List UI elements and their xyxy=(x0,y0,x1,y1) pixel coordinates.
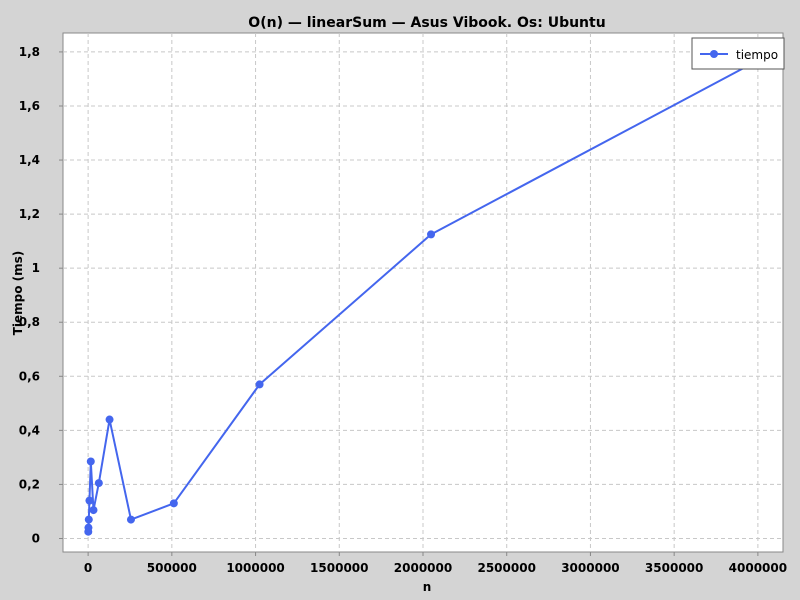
y-tick-label: 0,6 xyxy=(19,369,40,383)
chart-title: O(n) — linearSum — Asus Vibook. Os: Ubun… xyxy=(248,15,605,31)
y-tick-label: 1 xyxy=(32,261,40,275)
data-point xyxy=(85,496,94,505)
data-point xyxy=(94,479,103,488)
y-tick-label: 1,2 xyxy=(19,207,40,221)
x-tick-label: 3500000 xyxy=(645,561,703,575)
x-axis-label: n xyxy=(423,580,432,594)
y-tick-label: 1,4 xyxy=(19,153,40,167)
data-point xyxy=(84,515,93,524)
y-tick-label: 1,8 xyxy=(19,45,40,59)
data-point xyxy=(169,499,178,508)
x-tick-label: 1500000 xyxy=(310,561,368,575)
data-point xyxy=(89,506,98,515)
y-tick-label: 1,6 xyxy=(19,99,40,113)
x-tick-label: 0 xyxy=(84,561,92,575)
x-tick-label: 2000000 xyxy=(394,561,452,575)
x-tick-label: 1000000 xyxy=(226,561,284,575)
x-tick-label: 3000000 xyxy=(561,561,619,575)
x-tick-label: 4000000 xyxy=(729,561,787,575)
data-point xyxy=(427,230,436,239)
data-point xyxy=(105,415,114,424)
data-point xyxy=(84,523,93,532)
y-tick-label: 0 xyxy=(32,531,40,545)
legend-marker xyxy=(710,50,718,58)
data-point xyxy=(86,457,95,466)
y-axis-label: Tiempo (ms) xyxy=(11,251,25,336)
grid xyxy=(63,33,783,552)
legend-label-tiempo: tiempo xyxy=(736,48,778,62)
x-tick-label: 500000 xyxy=(147,561,197,575)
x-tick-label: 2500000 xyxy=(477,561,535,575)
y-tick-label: 0,8 xyxy=(19,315,40,329)
y-axis-ticks: 0 0,2 0,4 0,6 0,8 1 1,2 1,4 1,6 1,8 xyxy=(19,45,63,545)
data-point xyxy=(255,380,264,389)
legend: tiempo xyxy=(691,37,785,70)
y-tick-label: 0,4 xyxy=(19,423,40,437)
x-axis-ticks: 0 500000 1000000 1500000 2000000 2500000 30000… xyxy=(84,552,787,575)
data-point xyxy=(126,515,135,524)
y-tick-label: 0,2 xyxy=(19,477,40,491)
